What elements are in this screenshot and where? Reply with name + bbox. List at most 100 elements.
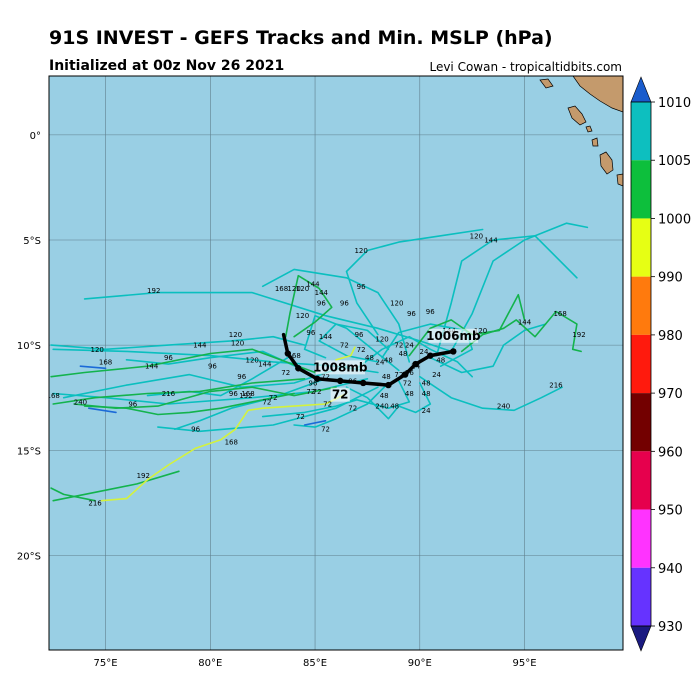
colorbar-bottom-arrow	[630, 625, 652, 652]
track-hour-label: 120	[231, 340, 244, 348]
lon-tick-label: 80°E	[198, 658, 222, 669]
mean-label-background	[330, 387, 350, 402]
track-hour-label: 168	[553, 310, 566, 318]
track-hour-label: 48	[365, 354, 374, 362]
colorbar-label: 980	[658, 329, 683, 344]
ensemble-track	[261, 380, 411, 418]
lon-tick-label: 90°E	[408, 658, 432, 669]
ensemble-track	[293, 382, 390, 428]
ensemble-track	[435, 235, 578, 357]
ensemble-track	[345, 382, 432, 420]
track-hour-label: 120	[246, 356, 259, 364]
track-hour-label: 120	[390, 300, 403, 308]
ensemble-track	[50, 487, 96, 502]
init-time-subtitle: Initialized at 00z Nov 26 2021	[49, 58, 285, 74]
track-hour-label: 72	[321, 426, 330, 434]
ensemble-track	[100, 392, 348, 502]
mean-track-labels: 1008mb 1006mb 72	[313, 328, 481, 402]
colorbar-frame	[630, 101, 652, 627]
track-hour-label: 72	[262, 398, 271, 406]
ensemble-track	[79, 365, 107, 370]
colorbar-segment	[631, 509, 651, 568]
track-hour-label: 120	[229, 331, 242, 339]
colorbar-label: 930	[658, 620, 683, 635]
land-island-3	[539, 78, 554, 89]
track-hour-label: 192	[239, 392, 252, 400]
colorbar-label: 1000	[658, 212, 691, 227]
mean-track-point	[360, 379, 367, 387]
lat-tick-label: 5°S	[23, 236, 41, 247]
track-hour-label: 168	[225, 438, 238, 446]
credit-text: Levi Cowan - tropicaltidbits.com	[429, 60, 622, 74]
track-hour-label: 96	[229, 390, 238, 398]
track-hour-label: 48	[382, 373, 391, 381]
colorbar-segment	[631, 276, 651, 335]
mean-track-point	[427, 352, 434, 359]
track-hour-label: 48	[422, 390, 431, 398]
track-hour-label: 240	[375, 403, 388, 411]
ensemble-track	[83, 392, 295, 416]
track-hour-label: 168	[99, 358, 112, 366]
track-hour-label: 120	[474, 327, 487, 335]
track-hour-label: 72	[348, 405, 357, 413]
track-hour-label: 96	[191, 426, 200, 434]
track-hour-label: 120	[470, 232, 483, 240]
track-hour-label: 216	[88, 499, 102, 507]
track-hour-label: 192	[572, 331, 585, 339]
track-hour-label: 72	[403, 379, 412, 387]
ensemble-track	[381, 323, 474, 368]
ensemble-mean-track	[281, 332, 457, 389]
ensemble-track	[50, 335, 306, 351]
track-hour-label: 72	[357, 346, 366, 354]
track-hour-label: 120	[296, 312, 309, 320]
land-sumatra	[572, 76, 623, 113]
track-hour-label: 120	[354, 247, 367, 255]
mean-track-point	[450, 348, 457, 355]
ensemble-track	[318, 323, 390, 363]
land-island-5	[591, 137, 599, 147]
ensemble-track	[88, 407, 117, 414]
mean-track-point	[336, 377, 344, 385]
track-hour-label: 168	[241, 390, 254, 398]
track-hour-label: 48	[390, 403, 399, 411]
track-hour-label: 192	[137, 472, 150, 480]
track-hour-label: 96	[355, 331, 364, 339]
track-hour-label: 120	[296, 285, 309, 293]
track-hour-label: 48	[405, 390, 414, 398]
track-hour-label: 48	[436, 356, 445, 364]
track-hour-label: 48	[384, 356, 393, 364]
land-island-6	[616, 173, 623, 187]
track-hour-label: 72	[313, 388, 322, 396]
pressure-colorbar: 1010 1005 1000 990 980 970 960 950 940 930	[630, 76, 691, 652]
ensemble-track	[335, 346, 356, 361]
track-hour-label: 72	[296, 413, 305, 421]
lat-tick-label: 10°S	[17, 341, 41, 352]
land-island-4	[585, 125, 593, 133]
map-title: 91S INVEST - GEFS Tracks and Min. MSLP (…	[49, 27, 553, 49]
mean-track-point	[313, 375, 321, 382]
track-hour-label: 120	[90, 346, 103, 354]
colorbar-segment	[631, 567, 651, 626]
track-hour-label: 216	[162, 390, 176, 398]
colorbar-segment	[631, 334, 651, 394]
track-hour-label: 96	[208, 363, 217, 371]
track-hour-label: 24	[420, 348, 429, 356]
track-hour-label: 24	[405, 342, 414, 350]
track-hour-label: 96	[407, 310, 416, 318]
colorbar-label: 970	[658, 387, 683, 402]
track-hour-label: 96	[128, 401, 137, 409]
track-hour-label: 72	[281, 369, 290, 377]
track-hour-label: 96	[405, 369, 414, 377]
mean-track-point	[284, 350, 292, 357]
track-hour-label: 120	[375, 335, 388, 343]
lon-tick-label: 75°E	[94, 658, 118, 669]
track-hour-label: 168	[47, 392, 60, 400]
colorbar-segment	[631, 451, 651, 510]
mean-pressure-label: 1008mb	[313, 360, 368, 374]
lon-tick-label: 85°E	[303, 658, 327, 669]
track-hour-label: 48	[380, 392, 389, 400]
mean-label-background	[315, 360, 365, 375]
track-hour-label: 72	[394, 342, 403, 350]
